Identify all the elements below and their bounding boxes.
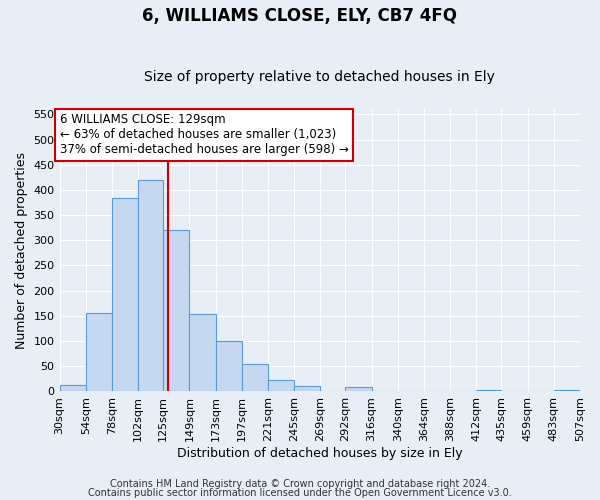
Bar xyxy=(215,341,242,392)
Text: 6 WILLIAMS CLOSE: 129sqm
← 63% of detached houses are smaller (1,023)
37% of sem: 6 WILLIAMS CLOSE: 129sqm ← 63% of detach… xyxy=(59,114,349,156)
Bar xyxy=(112,198,138,392)
Bar xyxy=(476,390,502,392)
Bar xyxy=(86,314,112,392)
Bar xyxy=(138,180,163,392)
Bar xyxy=(294,386,320,392)
Title: Size of property relative to detached houses in Ely: Size of property relative to detached ho… xyxy=(145,70,495,85)
X-axis label: Distribution of detached houses by size in Ely: Distribution of detached houses by size … xyxy=(177,447,463,460)
Bar xyxy=(554,390,580,392)
Bar xyxy=(163,230,190,392)
Text: Contains public sector information licensed under the Open Government Licence v3: Contains public sector information licen… xyxy=(88,488,512,498)
Text: Contains HM Land Registry data © Crown copyright and database right 2024.: Contains HM Land Registry data © Crown c… xyxy=(110,479,490,489)
Bar xyxy=(190,314,215,392)
Bar xyxy=(242,364,268,392)
Text: 6, WILLIAMS CLOSE, ELY, CB7 4FQ: 6, WILLIAMS CLOSE, ELY, CB7 4FQ xyxy=(143,8,458,26)
Bar xyxy=(59,385,86,392)
Bar xyxy=(268,380,294,392)
Y-axis label: Number of detached properties: Number of detached properties xyxy=(15,152,28,349)
Bar xyxy=(346,388,371,392)
